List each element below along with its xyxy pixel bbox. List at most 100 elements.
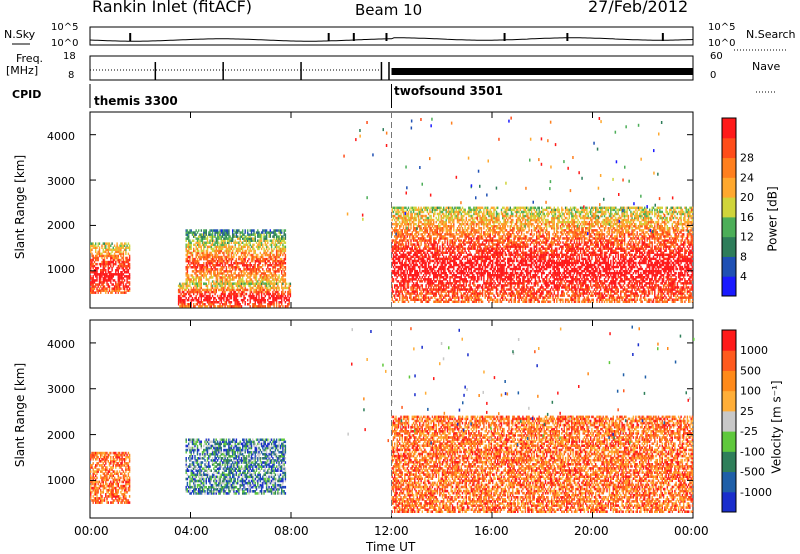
power-cell (93, 291, 96, 294)
power-cell (115, 289, 117, 292)
power-cell (479, 271, 481, 275)
power-cell (233, 278, 235, 281)
power-cell (223, 298, 225, 302)
power-cell (122, 252, 125, 256)
power-cell (416, 298, 418, 301)
power-cell (289, 288, 292, 292)
power-cell (394, 235, 396, 238)
power-cell (248, 268, 250, 271)
power-cell (396, 271, 398, 275)
power-cell (460, 218, 462, 222)
power-cell (465, 288, 467, 291)
power-cell (414, 208, 416, 212)
power-cell (454, 243, 456, 246)
power-cell (401, 210, 403, 214)
power-cell (444, 263, 446, 267)
power-cell (392, 271, 395, 275)
power-cell (215, 278, 217, 281)
power-cell (247, 259, 249, 263)
power-cell (258, 261, 260, 265)
power-cell (407, 259, 410, 263)
power-cell (103, 266, 106, 270)
power-cell (111, 289, 113, 292)
power-cell (191, 282, 194, 286)
power-cell (95, 250, 97, 254)
power-cell (205, 231, 207, 234)
power-cell (281, 241, 283, 244)
power-cell (214, 296, 216, 300)
power-cell (198, 270, 200, 273)
power-cell (245, 274, 248, 277)
power-cell (194, 235, 196, 238)
power-cell (484, 267, 486, 271)
power-cell (465, 298, 467, 301)
power-cell (120, 248, 122, 252)
power-cell (436, 276, 439, 279)
power-cell (225, 274, 228, 277)
power-cell (475, 225, 478, 228)
power-cell (438, 227, 440, 230)
power-cell (474, 298, 476, 301)
power-cell (95, 262, 97, 266)
power-cell (469, 206, 471, 210)
power-cell (237, 237, 239, 240)
power-cell (407, 300, 410, 303)
power-cell (215, 237, 217, 240)
power-cell (471, 218, 474, 222)
power-cell (213, 239, 215, 242)
power-cell (470, 241, 472, 244)
power-cell (450, 298, 452, 301)
power-cell (239, 249, 241, 253)
power-cell (205, 274, 207, 277)
power-cell (91, 289, 93, 292)
power-cell (189, 243, 191, 247)
power-cell (196, 292, 199, 296)
power-cell (400, 214, 402, 218)
power-cell (399, 294, 401, 297)
power-cell (463, 278, 465, 281)
power-cell (419, 257, 421, 261)
power-cell (455, 300, 457, 303)
power-cell (438, 206, 440, 210)
power-cell (445, 276, 447, 279)
power-cell (110, 248, 112, 252)
power-cell (257, 239, 259, 242)
power-cell (253, 294, 255, 298)
power-cell (392, 245, 395, 248)
power-cell (254, 290, 256, 294)
power-cell (194, 272, 196, 275)
power-cell (275, 282, 278, 286)
power-cell (439, 233, 441, 236)
power-cell (485, 265, 488, 269)
power-cell (471, 290, 474, 293)
power-cell (206, 296, 209, 300)
power-cell (449, 220, 451, 224)
power-cell (229, 305, 231, 308)
power-cell (219, 249, 221, 253)
power-cell (199, 257, 201, 261)
power-cell (235, 282, 238, 286)
power-cell (436, 284, 439, 287)
power-cell (115, 271, 117, 274)
power-cell (195, 286, 197, 290)
power-cell (269, 239, 271, 242)
power-cell (229, 249, 231, 253)
power-cell (243, 259, 245, 263)
power-cell (208, 294, 210, 298)
power-cell (407, 245, 410, 248)
power-cell (401, 280, 403, 283)
power-cell (456, 253, 459, 257)
power-cell (460, 288, 462, 291)
power-cell (183, 284, 185, 288)
power-cell (255, 241, 258, 244)
power-cell (270, 249, 273, 253)
power-cell (252, 245, 254, 249)
power-cell (233, 266, 235, 269)
power-cell (400, 263, 402, 267)
power-cell (181, 305, 184, 308)
power-cell (206, 268, 209, 271)
power-cell (103, 242, 106, 245)
power-cell (232, 284, 234, 288)
power-cell (263, 305, 265, 308)
power-cell (399, 225, 401, 228)
